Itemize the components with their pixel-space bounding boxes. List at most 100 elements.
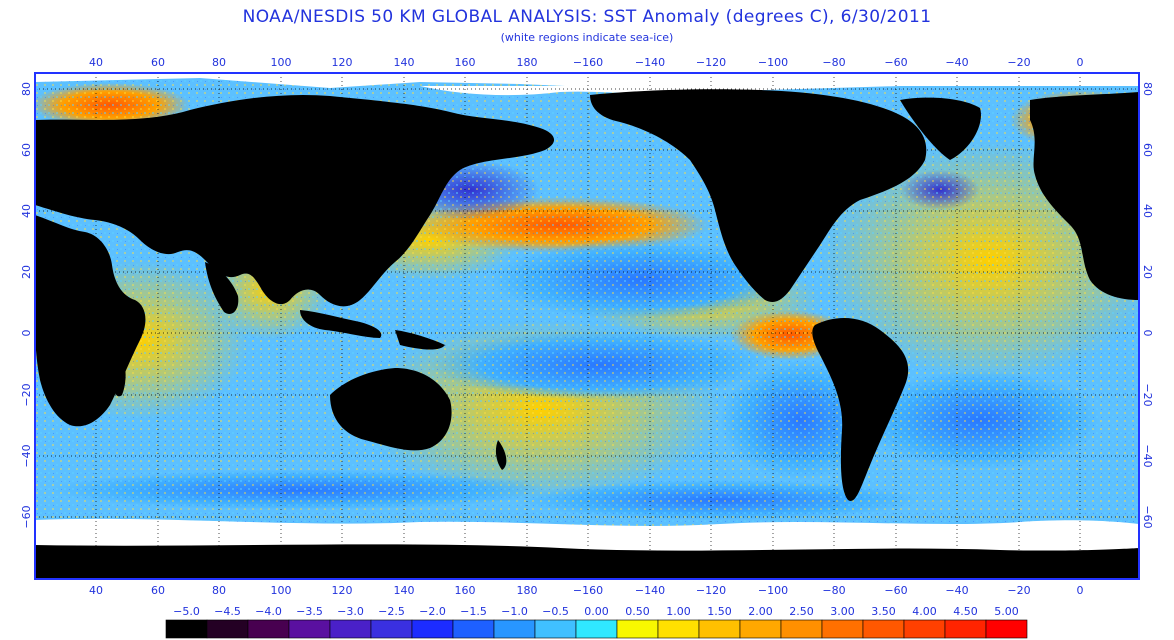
europe-west-africa [1030,92,1139,300]
lat-tick-label: −60 [1141,505,1154,528]
lon-tick-label: 160 [455,56,476,69]
south-america [812,318,909,501]
lon-tick-label: 120 [332,56,353,69]
legend-swatch [493,619,536,639]
lon-tick-label: 180 [517,584,538,597]
australia [330,368,452,451]
legend-swatch [985,619,1028,639]
lat-tick-label: 0 [1141,330,1154,337]
lat-tick-label: 20 [20,265,33,279]
lon-tick-label: 40 [89,584,103,597]
lon-tick-label: −60 [884,56,907,69]
legend-label: 0.50 [625,605,650,618]
legend-swatch [903,619,946,639]
lat-tick-label: −40 [1141,444,1154,467]
graticule [35,73,1139,579]
lon-tick-label: 60 [151,56,165,69]
eurasia [35,94,555,307]
lat-tick-label: −40 [20,444,33,467]
lon-tick-label: −40 [945,56,968,69]
legend-label: −4.0 [255,605,282,618]
legend-label: 1.50 [707,605,732,618]
map-title: NOAA/NESDIS 50 KM GLOBAL ANALYSIS: SST A… [242,7,932,27]
longitude-labels-bottom: 40 60 80 100 120 140 160 180 −160 −140 −… [89,584,1084,597]
new-zealand [495,440,507,470]
longitude-labels-top: 40 60 80 100 120 140 160 180 −160 −140 −… [89,56,1084,69]
lon-tick-label: −100 [758,584,788,597]
legend-label: 3.50 [871,605,896,618]
legend-label: 4.00 [912,605,937,618]
legend-swatch [247,619,290,639]
legend-label: −0.5 [542,605,569,618]
legend-label: 3.00 [830,605,855,618]
lon-tick-label: 0 [1077,56,1084,69]
lon-tick-label: −100 [758,56,788,69]
new-guinea [395,330,445,350]
india [205,262,239,315]
legend-label: 0.00 [584,605,609,618]
lon-tick-label: −140 [635,56,665,69]
legend-swatch [165,619,208,639]
legend-swatch [944,619,987,639]
legend-label: 5.00 [994,605,1019,618]
legend-label: −1.5 [460,605,487,618]
legend-swatch [411,619,454,639]
legend-label: −4.5 [214,605,241,618]
lon-tick-label: 80 [212,584,226,597]
lon-tick-label: 100 [271,584,292,597]
lon-tick-label: −60 [884,584,907,597]
north-america [590,89,927,302]
lon-tick-label: 140 [394,584,415,597]
lon-tick-label: −40 [945,584,968,597]
legend-swatch [206,619,249,639]
lon-tick-label: 80 [212,56,226,69]
lon-tick-label: 180 [517,56,538,69]
lon-tick-label: −160 [573,584,603,597]
latitude-labels-left: 80 60 40 20 0 −20 −40 −60 [20,82,33,529]
legend-swatch [370,619,413,639]
lon-tick-label: 160 [455,584,476,597]
legend-swatch [657,619,700,639]
lat-tick-label: 20 [1141,265,1154,279]
antarctica [35,544,1139,579]
lat-tick-label: 60 [20,143,33,157]
lat-tick-label: 60 [1141,143,1154,157]
lat-tick-label: 80 [1141,82,1154,96]
lon-tick-label: 40 [89,56,103,69]
legend-label: −3.5 [296,605,323,618]
lon-tick-label: −120 [696,56,726,69]
lon-tick-label: −140 [635,584,665,597]
legend-label: −2.5 [378,605,405,618]
legend-swatch [739,619,782,639]
legend-swatch [862,619,905,639]
madagascar [113,355,126,397]
lon-tick-label: 60 [151,584,165,597]
legend-swatch [534,619,577,639]
legend-swatch [329,619,372,639]
legend-label: 4.50 [953,605,978,618]
lat-tick-label: −60 [20,505,33,528]
legend-swatch [821,619,864,639]
lon-tick-label: −160 [573,56,603,69]
legend-label: −3.0 [337,605,364,618]
lon-tick-label: −120 [696,584,726,597]
legend-swatch [575,619,618,639]
legend-label: −1.0 [501,605,528,618]
map-frame [34,72,1140,580]
legend-swatch [452,619,495,639]
legend-label: −2.0 [419,605,446,618]
legend-swatch [288,619,331,639]
lat-tick-label: 80 [20,82,33,96]
legend-label: 2.50 [789,605,814,618]
lon-tick-label: 0 [1077,584,1084,597]
philippines [337,260,349,300]
lon-tick-label: 140 [394,56,415,69]
land-masses [35,89,1139,579]
legend-swatch [698,619,741,639]
indonesia [300,310,382,338]
lon-tick-label: 120 [332,584,353,597]
japan [420,170,433,210]
lat-tick-label: −20 [20,383,33,406]
lat-tick-label: 40 [20,204,33,218]
lat-tick-label: 40 [1141,204,1154,218]
